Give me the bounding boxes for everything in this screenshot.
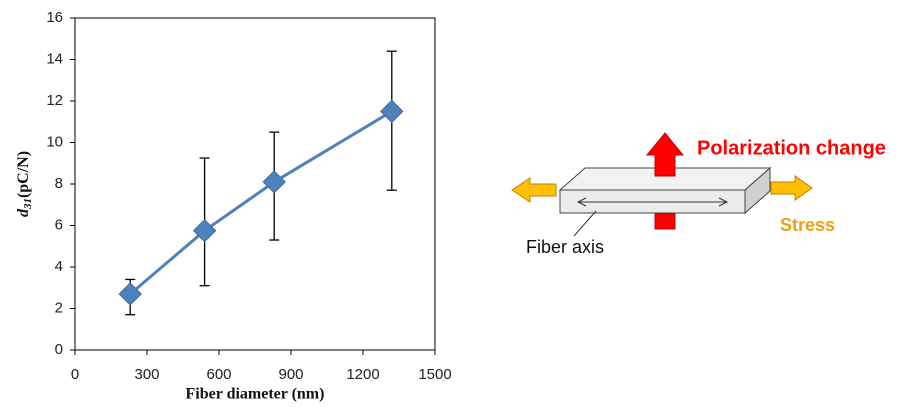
y-tick-label: 12 [46,92,63,109]
marker [262,170,286,194]
polarization-arrow [645,132,685,177]
x-tick-label: 1200 [346,366,379,383]
y-tick-label: 16 [46,9,63,26]
marker [380,99,404,124]
marker [118,282,142,306]
y-tick-label: 4 [55,258,63,275]
marker [192,218,217,243]
stress-arrow-left [511,177,557,203]
series-line [129,110,393,296]
stress-arrow-right [770,175,813,201]
y-label-subscript: 31 [22,198,34,210]
x-tick-label: 0 [71,366,79,383]
x-tick-label: 1500 [418,366,451,383]
x-tick-label: 900 [278,366,303,383]
y-label-unit: (pC/N) [15,151,32,198]
polarization-label: Polarization change [697,137,886,159]
x-tick-label: 600 [206,366,231,383]
x-tick-label: 300 [134,366,159,383]
y-tick-label: 10 [46,133,63,150]
y-label-symbol: d [15,208,32,217]
fiber-diagram: Polarization change Stress Fiber axis [511,132,886,257]
axis-arrowhead [718,197,729,207]
x-axis-label: Fiber diameter (nm) [186,386,325,403]
fiber-axis-pointer [573,210,597,237]
stress-label: Stress [780,215,835,235]
fiber-axis-label: Fiber axis [526,237,604,257]
y-tick-label: 14 [46,50,63,67]
polarization-arrow-tail [654,213,676,230]
y-tick-label: 0 [55,341,63,358]
y-tick-label: 2 [55,299,63,316]
y-tick-label: 6 [55,216,63,233]
y-axis-label: d31(pC/N) [15,151,34,217]
axis-arrowhead [576,197,587,207]
y-tick-label: 8 [55,175,63,192]
